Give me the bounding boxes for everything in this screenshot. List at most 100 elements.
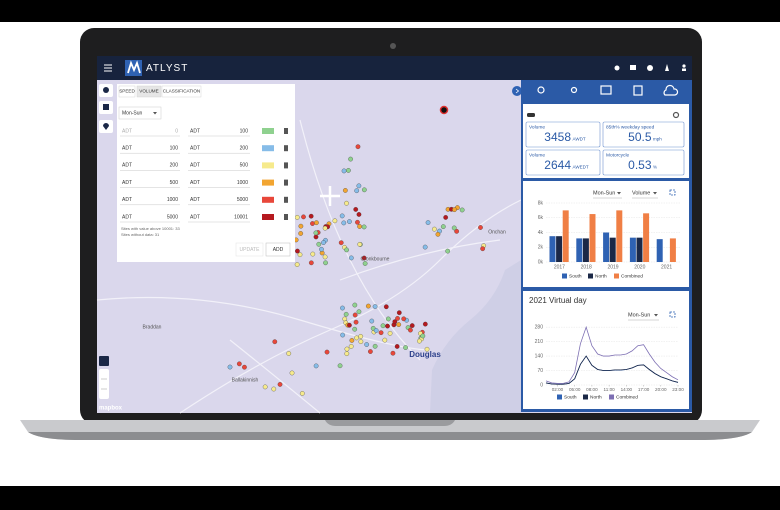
site-marker[interactable]	[352, 302, 358, 308]
site-marker[interactable]	[337, 363, 343, 369]
legend-box[interactable]	[614, 273, 619, 279]
site-marker[interactable]	[356, 183, 362, 189]
site-marker[interactable]	[394, 344, 400, 349]
color-swatch[interactable]	[262, 162, 274, 169]
color-swatch[interactable]	[262, 145, 274, 152]
site-marker[interactable]	[344, 351, 350, 356]
site-marker[interactable]	[348, 156, 353, 162]
site-marker[interactable]	[422, 321, 428, 327]
site-marker[interactable]	[385, 323, 390, 329]
site-marker[interactable]	[294, 262, 300, 267]
site-marker[interactable]	[348, 255, 354, 261]
section-settings[interactable]	[672, 111, 680, 119]
color-swatch[interactable]	[262, 128, 274, 134]
site-marker[interactable]	[362, 187, 367, 193]
period-dropdown[interactable]	[118, 106, 162, 120]
site-marker[interactable]	[361, 255, 367, 261]
chat-icon[interactable]	[630, 65, 636, 70]
site-marker[interactable]	[289, 370, 295, 376]
dropdown-caret[interactable]	[654, 314, 658, 317]
site-marker[interactable]	[310, 221, 315, 226]
legend-box[interactable]	[583, 394, 588, 400]
site-marker[interactable]	[396, 322, 402, 327]
site-marker[interactable]	[361, 224, 367, 230]
delete-icon[interactable]	[284, 214, 288, 220]
site-marker[interactable]	[368, 349, 373, 354]
site-marker[interactable]	[319, 246, 324, 252]
site-marker[interactable]	[308, 213, 314, 219]
site-marker[interactable]	[422, 244, 428, 250]
site-marker[interactable]	[340, 332, 346, 338]
dropdown-caret[interactable]	[653, 192, 657, 195]
site-marker[interactable]	[352, 312, 358, 318]
site-marker[interactable]	[478, 225, 483, 230]
site-marker[interactable]	[373, 328, 379, 333]
site-marker[interactable]	[347, 322, 352, 328]
settings-icon[interactable]	[614, 65, 620, 71]
site-marker[interactable]	[390, 350, 396, 356]
color-swatch[interactable]	[262, 179, 274, 186]
help-icon[interactable]	[647, 65, 653, 71]
dropdown-caret[interactable]	[617, 192, 621, 195]
site-marker[interactable]	[382, 337, 388, 343]
site-marker[interactable]	[341, 168, 347, 174]
site-marker[interactable]	[369, 318, 375, 324]
zoom-control[interactable]	[99, 369, 109, 399]
site-marker[interactable]	[358, 334, 364, 339]
site-marker[interactable]	[372, 304, 378, 309]
site-marker[interactable]	[310, 251, 316, 257]
site-marker[interactable]	[344, 346, 350, 352]
site-marker[interactable]	[440, 224, 446, 229]
site-marker[interactable]	[356, 309, 362, 315]
user-icon[interactable]	[682, 64, 686, 68]
site-marker[interactable]	[341, 220, 347, 226]
site-marker[interactable]	[308, 260, 314, 266]
site-marker[interactable]	[323, 260, 328, 266]
cloud-icon[interactable]	[663, 84, 679, 96]
color-swatch[interactable]	[262, 196, 274, 203]
site-marker[interactable]	[316, 241, 322, 247]
expand-icon[interactable]	[669, 189, 676, 196]
delete-icon[interactable]	[284, 145, 288, 152]
site-marker[interactable]	[343, 311, 349, 317]
site-marker[interactable]	[424, 346, 430, 352]
delete-icon[interactable]	[284, 196, 288, 203]
bell-icon[interactable]	[665, 64, 669, 71]
site-marker[interactable]	[262, 384, 268, 390]
legend-box[interactable]	[588, 273, 593, 279]
site-marker[interactable]	[313, 234, 319, 240]
delete-icon[interactable]	[284, 162, 288, 169]
site-marker[interactable]	[425, 220, 431, 225]
site-marker[interactable]	[459, 207, 465, 213]
site-marker[interactable]	[353, 319, 359, 325]
site-marker[interactable]	[298, 231, 304, 236]
site-marker[interactable]	[372, 343, 378, 349]
site-marker[interactable]	[340, 305, 345, 311]
site-marker[interactable]	[294, 215, 300, 220]
site-marker[interactable]	[332, 218, 338, 224]
site-marker[interactable]	[420, 333, 426, 339]
legend-box[interactable]	[562, 273, 567, 279]
site-marker[interactable]	[301, 214, 306, 220]
site-marker[interactable]	[356, 212, 362, 217]
chart-icon[interactable]	[600, 85, 612, 95]
add-button[interactable]	[265, 242, 291, 257]
site-marker[interactable]	[396, 310, 402, 316]
site-marker[interactable]	[297, 252, 303, 258]
people-icon[interactable]	[570, 86, 578, 94]
site-marker[interactable]	[362, 261, 368, 266]
site-marker[interactable]	[313, 230, 319, 236]
site-marker[interactable]	[383, 304, 389, 310]
site-marker[interactable]	[392, 319, 398, 325]
site-marker[interactable]	[339, 213, 345, 219]
panel-toggle[interactable]	[512, 86, 522, 96]
site-marker[interactable]	[347, 219, 352, 224]
site-marker[interactable]	[349, 338, 355, 343]
site-marker[interactable]	[343, 188, 348, 193]
site-marker[interactable]	[321, 240, 326, 245]
search-icon[interactable]	[537, 86, 545, 94]
site-marker[interactable]	[445, 248, 451, 254]
site-marker[interactable]	[452, 207, 457, 213]
site-marker[interactable]	[242, 364, 247, 370]
site-marker[interactable]	[338, 240, 344, 246]
